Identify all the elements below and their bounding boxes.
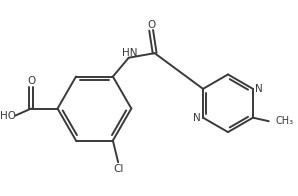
Text: N: N (193, 113, 201, 123)
Text: Cl: Cl (113, 164, 124, 174)
Text: N: N (255, 84, 263, 94)
Text: O: O (27, 76, 35, 86)
Text: HN: HN (122, 48, 137, 58)
Text: CH₃: CH₃ (276, 116, 294, 126)
Text: O: O (147, 20, 155, 30)
Text: HO: HO (0, 111, 15, 121)
